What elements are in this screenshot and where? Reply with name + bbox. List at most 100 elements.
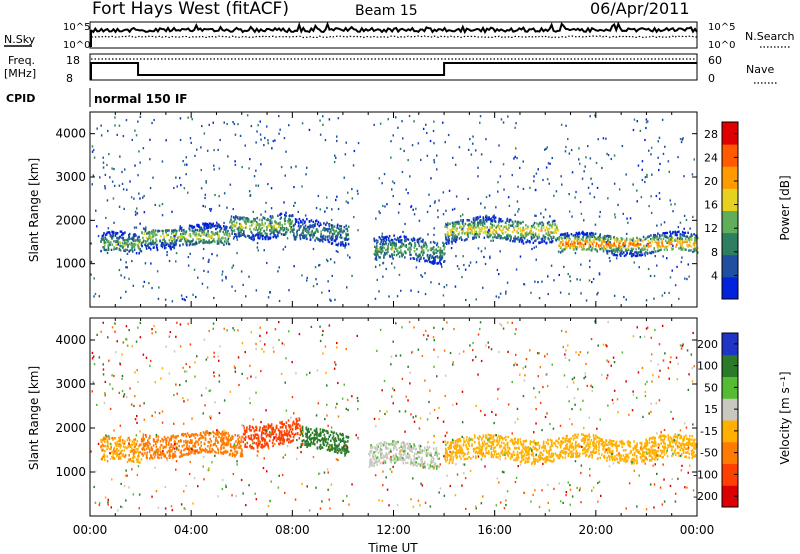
range-cell xyxy=(152,444,155,447)
range-cell xyxy=(300,432,303,435)
range-cell xyxy=(556,226,558,229)
range-cell xyxy=(165,243,167,246)
range-cell xyxy=(105,216,107,219)
range-cell xyxy=(525,232,527,235)
range-cell xyxy=(547,162,550,165)
range-cell xyxy=(401,254,403,258)
range-cell xyxy=(553,231,556,234)
range-cell xyxy=(188,441,191,444)
range-cell xyxy=(184,163,186,166)
range-cell xyxy=(329,231,331,234)
range-cell xyxy=(234,163,237,166)
range-cell xyxy=(268,224,271,228)
range-cell xyxy=(537,223,540,226)
range-cell xyxy=(531,247,533,251)
range-cell xyxy=(283,228,286,231)
range-cell xyxy=(517,238,519,241)
range-cell xyxy=(168,441,170,444)
range-cell xyxy=(561,233,563,236)
range-cell xyxy=(127,445,130,449)
range-cell xyxy=(342,437,345,440)
range-cell xyxy=(262,445,265,448)
nave-bottom-tick: 0 xyxy=(708,72,715,85)
range-cell xyxy=(175,233,177,237)
range-cell xyxy=(220,236,223,240)
range-cell xyxy=(276,230,279,233)
range-cell xyxy=(556,224,558,227)
range-cell xyxy=(506,217,509,221)
range-cell xyxy=(690,235,692,238)
range-cell xyxy=(397,126,399,129)
range-cell xyxy=(334,437,336,441)
range-cell xyxy=(107,246,110,249)
range-cell xyxy=(244,221,246,224)
range-cell xyxy=(426,259,429,263)
range-cell xyxy=(410,205,412,209)
range-cell xyxy=(449,231,452,234)
range-cell xyxy=(662,244,664,248)
range-cell xyxy=(563,265,565,268)
range-cell xyxy=(369,458,372,461)
range-cell xyxy=(519,236,522,240)
range-cell xyxy=(224,451,227,454)
range-cell xyxy=(241,216,243,219)
range-cell xyxy=(589,236,592,239)
range-cell xyxy=(382,243,385,246)
range-cell xyxy=(203,238,205,242)
range-cell xyxy=(642,235,645,239)
range-cell xyxy=(184,453,186,456)
range-cell xyxy=(514,238,517,241)
range-cell xyxy=(385,243,387,246)
range-cell xyxy=(547,227,550,230)
range-cell xyxy=(383,246,386,250)
range-cell xyxy=(266,228,268,232)
range-cell xyxy=(232,121,234,124)
range-cell xyxy=(353,216,355,219)
range-cell xyxy=(232,224,234,228)
range-cell xyxy=(658,192,661,195)
range-cell xyxy=(590,240,593,243)
range-cell xyxy=(538,297,541,300)
range-cell xyxy=(472,237,474,240)
range-cell xyxy=(502,163,505,166)
colorbar-tick-label: 28 xyxy=(704,128,718,141)
range-cell xyxy=(179,138,182,142)
range-cell xyxy=(295,424,298,427)
range-cell xyxy=(510,224,512,227)
range-cell xyxy=(331,233,334,236)
range-cell xyxy=(639,243,642,246)
range-cell xyxy=(382,238,385,241)
range-cell xyxy=(147,243,149,246)
range-cell xyxy=(391,255,393,258)
range-cell xyxy=(391,188,393,191)
range-cell xyxy=(508,226,510,229)
range-cell xyxy=(184,299,186,302)
range-cell xyxy=(206,430,208,433)
range-cell xyxy=(514,220,516,223)
range-cell xyxy=(113,437,116,440)
range-cell xyxy=(254,218,256,221)
range-cell xyxy=(612,244,615,248)
range-cell xyxy=(409,247,411,251)
range-cell xyxy=(105,233,107,236)
range-cell xyxy=(231,437,234,440)
range-cell xyxy=(433,249,436,252)
range-cell xyxy=(137,242,140,245)
range-cell xyxy=(163,435,166,439)
range-cell xyxy=(559,233,562,236)
range-cell xyxy=(148,246,150,249)
range-cell xyxy=(121,233,123,237)
range-cell xyxy=(199,227,201,231)
range-cell xyxy=(250,434,252,437)
range-cell xyxy=(668,242,671,245)
range-cell xyxy=(549,240,551,244)
range-cell xyxy=(581,231,583,235)
range-cell xyxy=(591,234,594,238)
range-cell xyxy=(312,440,315,443)
range-cell xyxy=(438,465,440,469)
range-cell xyxy=(179,117,182,120)
range-cell xyxy=(294,222,296,226)
range-cell xyxy=(340,433,343,437)
range-cell xyxy=(123,249,125,252)
range-cell xyxy=(279,441,282,444)
